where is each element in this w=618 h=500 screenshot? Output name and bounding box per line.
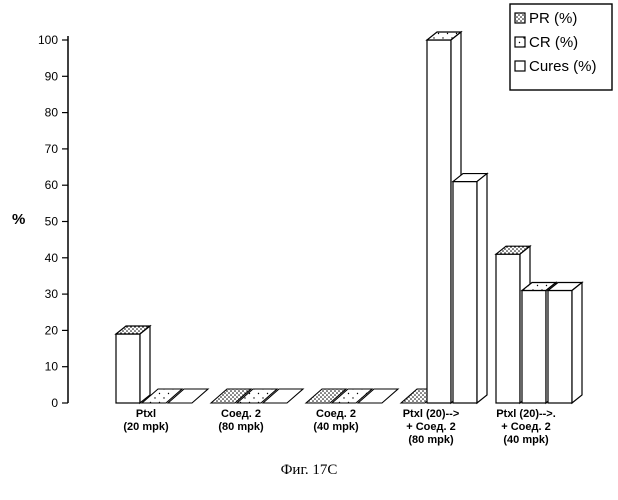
legend: PR (%) CR (%) Cures (%) bbox=[510, 4, 612, 90]
y-axis: 0 10 20 30 40 50 60 70 80 90 100 bbox=[38, 33, 68, 410]
x-axis-labels: Ptxl(20 mpk) Соед. 2(80 mpk) Соед. 2(40 mp… bbox=[123, 408, 555, 446]
legend-label: CR (%) bbox=[529, 34, 578, 51]
legend-label: Cures (%) bbox=[529, 58, 597, 75]
y-tick-label: 80 bbox=[45, 106, 59, 120]
figure-caption: Фиг. 17C bbox=[0, 462, 618, 479]
bar bbox=[116, 326, 150, 403]
y-tick-label: 70 bbox=[45, 142, 59, 156]
legend-label: PR (%) bbox=[529, 10, 577, 27]
legend-swatch bbox=[515, 61, 525, 71]
x-tick-label: Соед. 2(40 mpk) bbox=[313, 408, 359, 433]
bar bbox=[548, 282, 582, 403]
y-tick-label: 40 bbox=[45, 251, 59, 265]
bar-chart: 0 10 20 30 40 50 60 70 80 90 100 % Ptxl(20 mpk) Сое… bbox=[0, 0, 618, 460]
x-tick-label: Ptxl (20)-->+ Соед. 2(80 mpk) bbox=[403, 408, 460, 446]
y-tick-label: 100 bbox=[38, 33, 58, 47]
y-tick-label: 30 bbox=[45, 287, 59, 301]
y-tick-label: 20 bbox=[45, 323, 59, 337]
legend-swatch bbox=[515, 13, 525, 23]
y-tick-label: 10 bbox=[45, 360, 59, 374]
x-tick-label: Соед. 2(80 mpk) bbox=[218, 408, 264, 433]
bar bbox=[453, 174, 487, 403]
y-tick-label: 0 bbox=[51, 396, 58, 410]
legend-swatch bbox=[515, 37, 525, 47]
y-tick-label: 60 bbox=[45, 178, 59, 192]
y-axis-label: % bbox=[12, 211, 25, 228]
y-tick-label: 90 bbox=[45, 69, 59, 83]
x-tick-label: Ptxl(20 mpk) bbox=[123, 408, 169, 433]
y-tick-label: 50 bbox=[45, 215, 59, 229]
x-tick-label: Ptxl (20)-->.+ Соед. 2(40 mpk) bbox=[496, 408, 556, 446]
